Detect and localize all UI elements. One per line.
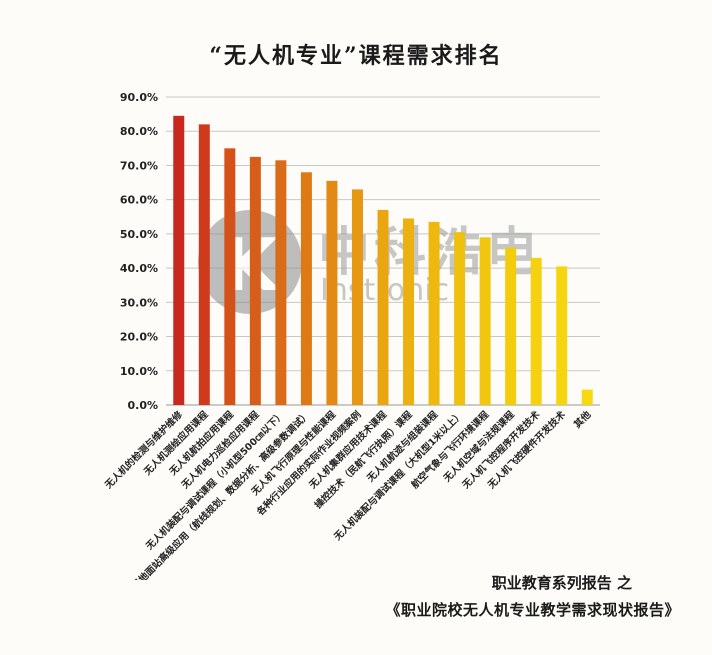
footer-series-title: 职业教育系列报告 之 <box>491 574 632 592</box>
bar <box>403 218 415 405</box>
bar <box>505 247 517 405</box>
y-tick-label: 60.0% <box>120 194 158 207</box>
y-tick-label: 0.0% <box>127 399 158 412</box>
bar <box>326 180 338 405</box>
bar <box>351 189 363 405</box>
bar <box>581 389 593 405</box>
footer-report-title: 《职业院校无人机专业教学需求现状报告》 <box>385 601 680 619</box>
bar <box>275 160 287 405</box>
bars <box>173 115 593 406</box>
y-tick-label: 50.0% <box>120 228 158 241</box>
y-tick-label: 90.0% <box>120 91 158 104</box>
bar <box>530 257 542 405</box>
bar <box>249 156 261 405</box>
y-tick-label: 30.0% <box>120 296 158 309</box>
bar-chart: 0.0% 10.0% 20.0% 30.0% 40.0% 50.0% 60.0% 70.0% 8… <box>102 91 600 580</box>
bar <box>224 148 236 406</box>
bar <box>479 237 491 405</box>
bar <box>173 115 185 406</box>
bar <box>300 172 312 405</box>
x-axis-labels: 无人机的检测与维护维修无人机测绘应用课程无人机航拍应用课程无人机电力巡检应用课程… <box>102 408 594 580</box>
bar <box>428 221 440 405</box>
bar <box>556 266 568 405</box>
bar <box>377 209 389 405</box>
bar <box>454 232 466 405</box>
y-tick-label: 70.0% <box>120 159 158 172</box>
x-tick-label: 其他 <box>571 408 593 430</box>
chart-title: “无人机专业”课程需求排名 <box>209 43 503 69</box>
bar <box>198 124 210 405</box>
footer: 职业教育系列报告 之 《职业院校无人机专业教学需求现状报告》 <box>300 572 680 620</box>
y-axis: 0.0% 10.0% 20.0% 30.0% 40.0% 50.0% 60.0% 70.0% 8… <box>120 91 158 412</box>
y-tick-label: 40.0% <box>120 262 158 275</box>
y-tick-label: 10.0% <box>120 365 158 378</box>
y-tick-label: 20.0% <box>120 331 158 344</box>
y-tick-label: 80.0% <box>120 125 158 138</box>
